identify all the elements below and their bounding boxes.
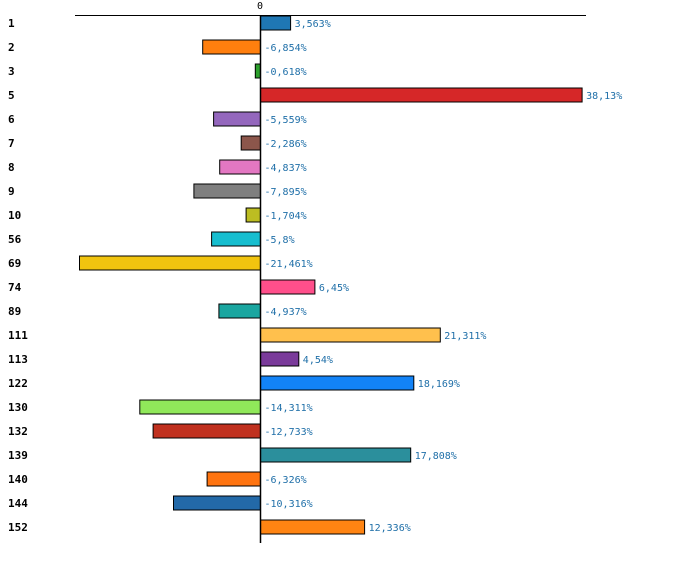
- category-label-130: 130: [8, 401, 28, 414]
- category-label-111: 111: [8, 329, 28, 342]
- bar-5: [260, 87, 583, 103]
- bar-10: [245, 207, 262, 223]
- value-label-3: -0,618%: [265, 67, 307, 78]
- bar-130: [139, 399, 261, 415]
- value-label-56: -5,8%: [265, 235, 295, 246]
- category-label-122: 122: [8, 377, 28, 390]
- category-label-3: 3: [8, 65, 15, 78]
- value-label-2: -6,854%: [265, 43, 307, 54]
- bar-3: [254, 63, 262, 79]
- bar-56: [211, 231, 262, 247]
- category-label-152: 152: [8, 521, 28, 534]
- value-label-132: -12,733%: [265, 427, 313, 438]
- bar-144: [173, 495, 261, 511]
- bar-111: [260, 327, 441, 343]
- category-label-7: 7: [8, 137, 15, 150]
- value-labels: 3,563% -6,854% -0,618% 38,13% -5,559% -2,286%…: [265, 19, 623, 534]
- category-label-89: 89: [8, 305, 21, 318]
- bar-69: [79, 255, 261, 271]
- bar-113: [260, 351, 300, 367]
- value-label-139: 17,808%: [415, 451, 457, 462]
- category-label-69: 69: [8, 257, 21, 270]
- category-label-8: 8: [8, 161, 15, 174]
- value-label-111: 21,311%: [444, 331, 486, 342]
- category-label-144: 144: [8, 497, 28, 510]
- bar-2: [202, 39, 261, 55]
- category-labels: 1235678910566974891111131221301321391401…: [8, 17, 28, 534]
- value-label-113: 4,54%: [303, 355, 333, 366]
- category-label-9: 9: [8, 185, 15, 198]
- bar-152: [260, 519, 366, 535]
- value-label-69: -21,461%: [265, 259, 313, 270]
- category-label-2: 2: [8, 41, 15, 54]
- bar-132: [152, 423, 262, 439]
- value-label-8: -4,837%: [265, 163, 307, 174]
- value-label-5: 38,13%: [586, 91, 622, 102]
- value-label-1: 3,563%: [295, 19, 331, 30]
- bar-7: [240, 135, 261, 151]
- bar-89: [218, 303, 261, 319]
- category-label-140: 140: [8, 473, 28, 486]
- category-label-132: 132: [8, 425, 28, 438]
- category-label-56: 56: [8, 233, 22, 246]
- value-label-10: -1,704%: [265, 211, 307, 222]
- value-label-152: 12,336%: [369, 523, 411, 534]
- category-label-1: 1: [8, 17, 15, 30]
- bar-1: [260, 15, 292, 31]
- category-label-113: 113: [8, 353, 28, 366]
- value-label-7: -2,286%: [265, 139, 307, 150]
- value-label-6: -5,559%: [265, 115, 307, 126]
- bar-6: [213, 111, 262, 127]
- value-label-122: 18,169%: [418, 379, 460, 390]
- bar-9: [193, 183, 261, 199]
- bar-122: [260, 375, 415, 391]
- value-label-130: -14,311%: [265, 403, 313, 414]
- bar-139: [260, 447, 412, 463]
- value-label-9: -7,895%: [265, 187, 307, 198]
- category-label-6: 6: [8, 113, 15, 126]
- category-label-5: 5: [8, 89, 15, 102]
- value-label-140: -6,326%: [265, 475, 307, 486]
- category-label-139: 139: [8, 449, 28, 462]
- value-label-144: -10,316%: [265, 499, 313, 510]
- bars-layer: [79, 15, 583, 535]
- zero-tick-label: 0: [257, 1, 263, 12]
- value-label-89: -4,937%: [265, 307, 307, 318]
- category-label-10: 10: [8, 209, 21, 222]
- category-label-74: 74: [8, 281, 22, 294]
- bar-140: [206, 471, 262, 487]
- bar-8: [219, 159, 261, 175]
- bar-74: [260, 279, 316, 295]
- value-label-74: 6,45%: [319, 283, 349, 294]
